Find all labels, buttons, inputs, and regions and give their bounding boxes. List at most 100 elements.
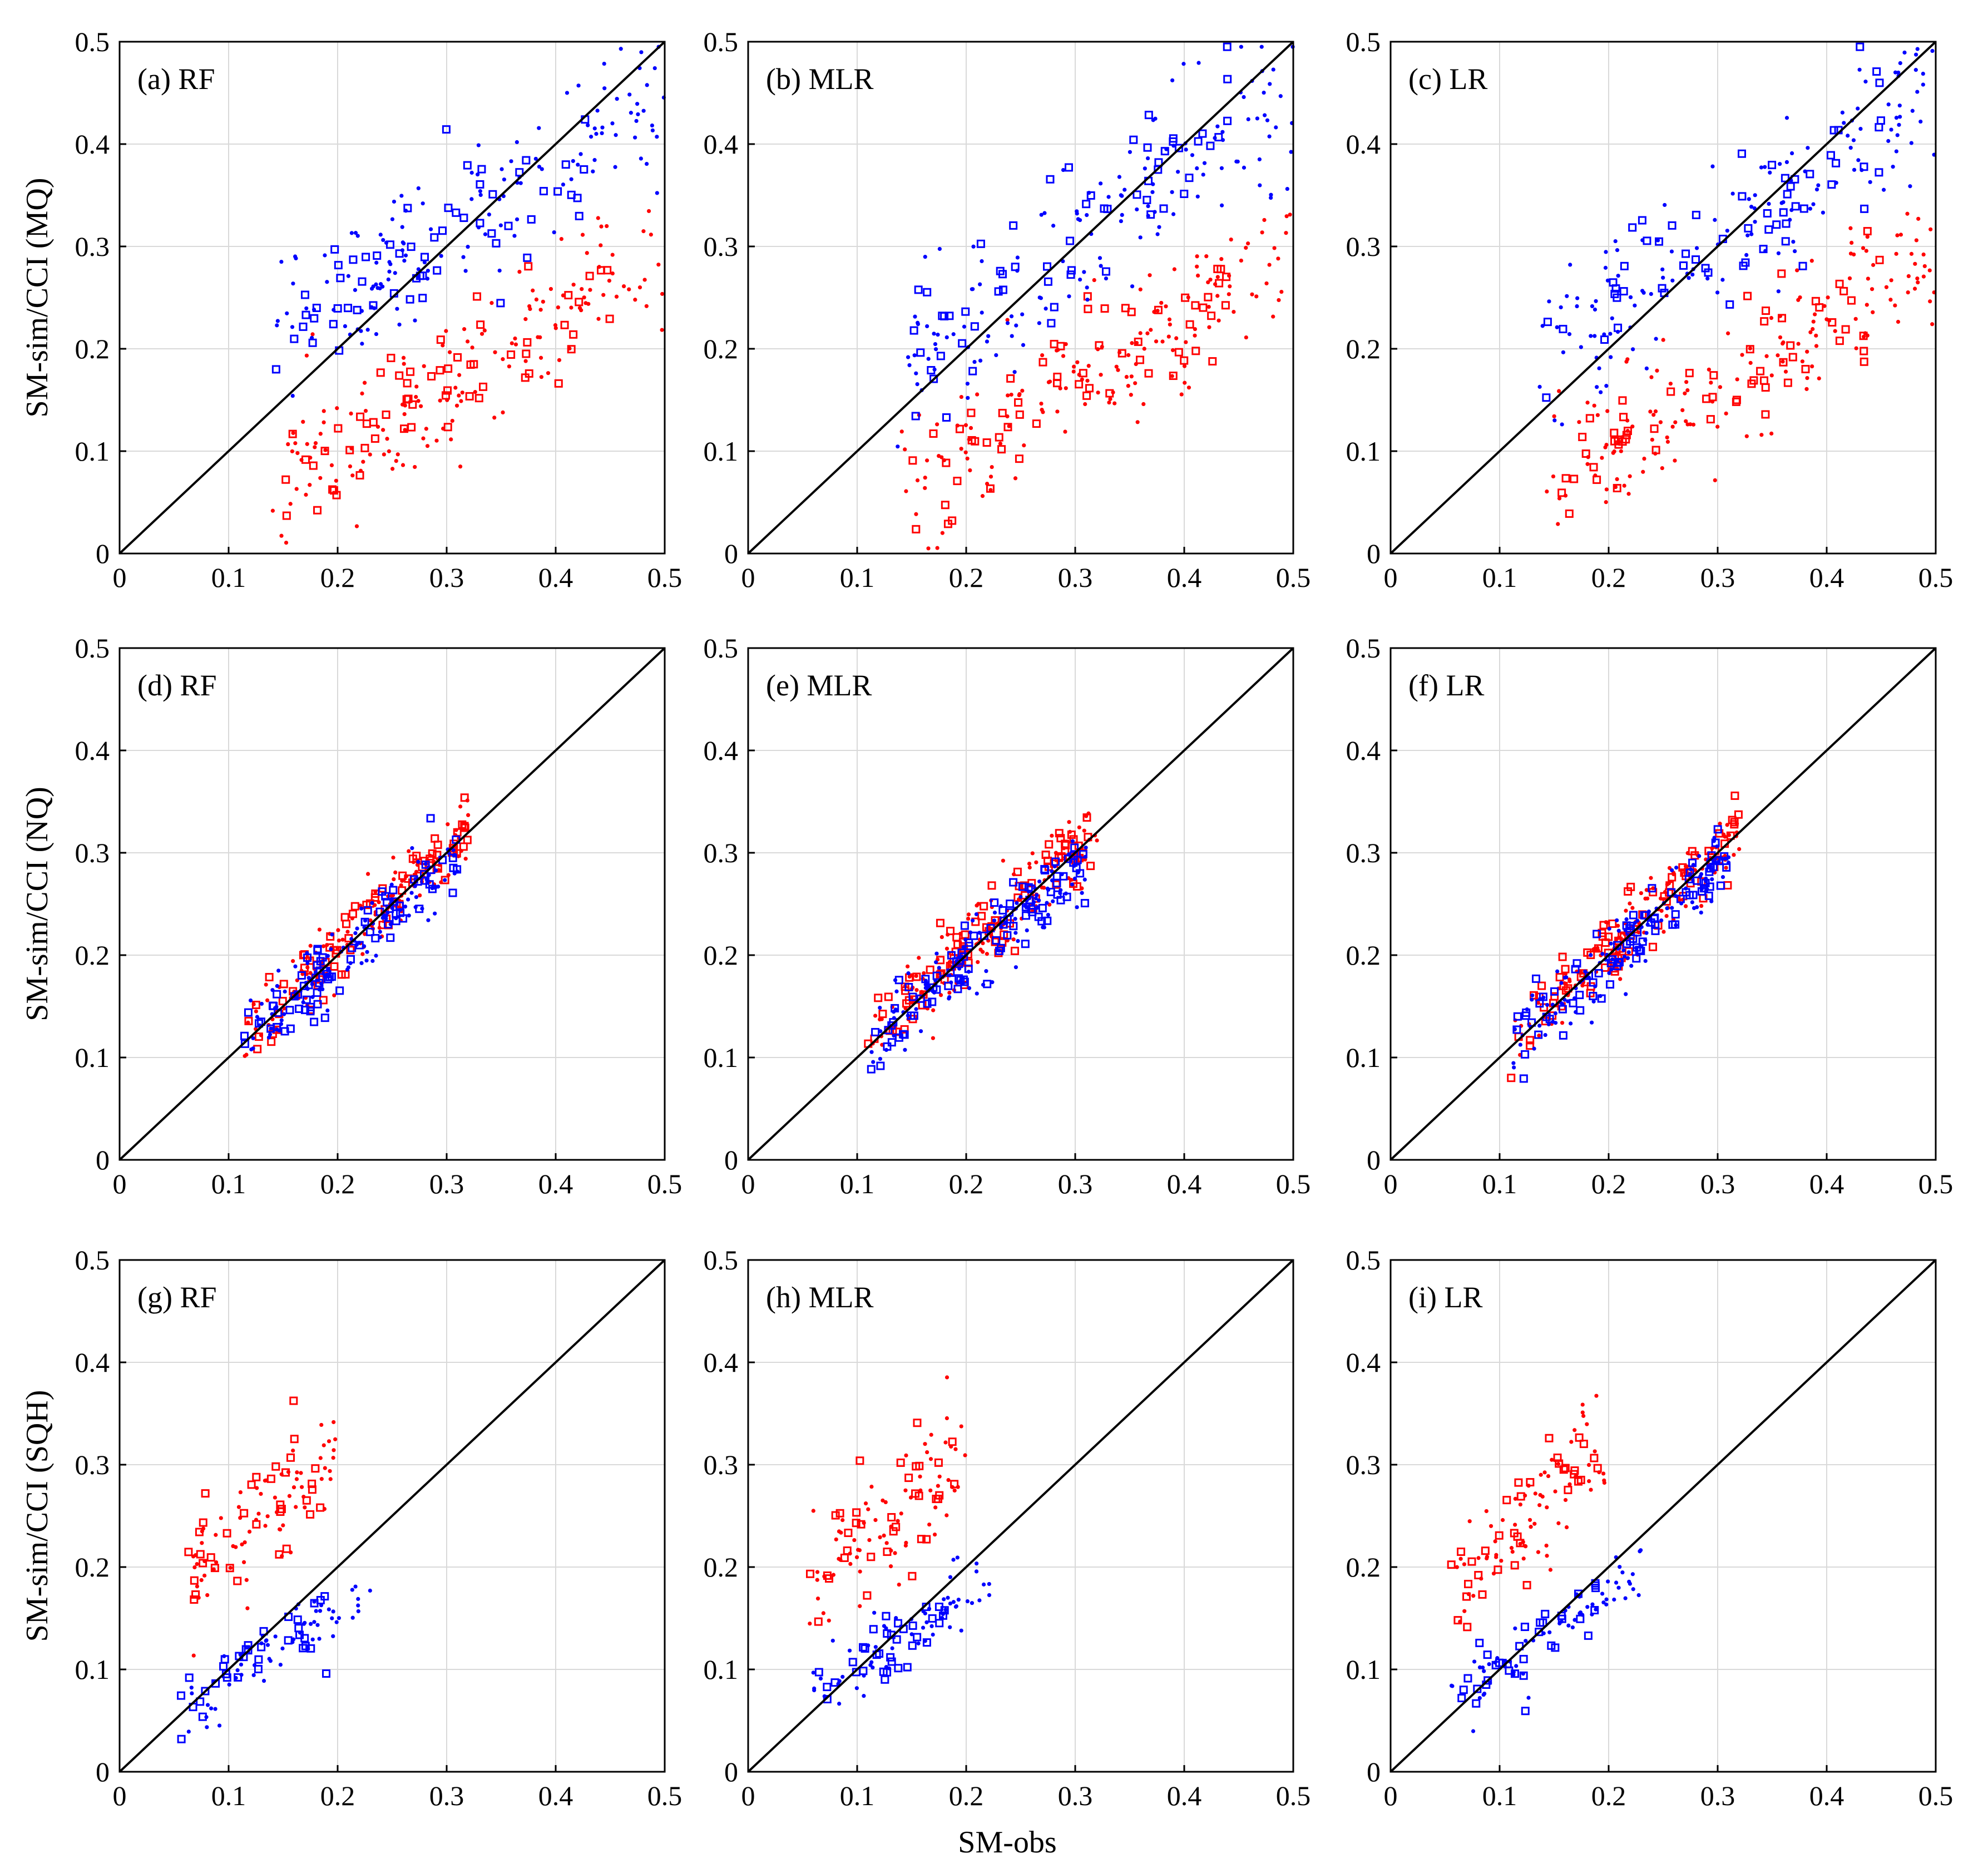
blue-square-point bbox=[1781, 237, 1790, 246]
blue-dot-point bbox=[1695, 905, 1699, 910]
blue-dot-point bbox=[413, 318, 417, 323]
red-dot-point bbox=[1618, 977, 1623, 981]
blue-dot-point bbox=[1537, 384, 1542, 389]
red-dot-point bbox=[1726, 331, 1730, 335]
blue-dot-point bbox=[353, 931, 358, 936]
red-dot-point bbox=[976, 960, 980, 965]
blue-square-point bbox=[426, 814, 435, 823]
blue-dot-point bbox=[1615, 918, 1619, 923]
blue-dot-point bbox=[386, 277, 390, 281]
red-dot-point bbox=[1650, 437, 1654, 442]
red-dot-point bbox=[387, 449, 392, 453]
red-dot-point bbox=[313, 441, 318, 446]
red-square-point bbox=[252, 1520, 261, 1529]
blue-square-point bbox=[1040, 864, 1049, 873]
red-dot-point bbox=[501, 410, 505, 415]
blue-dot-point bbox=[1547, 299, 1551, 304]
red-dot-point bbox=[501, 357, 505, 362]
red-dot-point bbox=[839, 1530, 843, 1535]
red-square-point bbox=[233, 1577, 242, 1585]
blue-dot-point bbox=[1710, 877, 1714, 882]
blue-square-point bbox=[1725, 300, 1734, 309]
red-dot-point bbox=[923, 476, 927, 480]
red-dot-point bbox=[365, 872, 370, 876]
x-tick-label: 0.1 bbox=[1482, 562, 1517, 593]
red-dot-point bbox=[414, 384, 419, 389]
red-dot-point bbox=[1027, 861, 1032, 866]
red-square-point bbox=[1215, 279, 1224, 288]
blue-square-point bbox=[1655, 237, 1664, 246]
red-dot-point bbox=[340, 937, 345, 942]
red-square-point bbox=[1038, 358, 1047, 367]
red-dot-point bbox=[946, 1477, 951, 1482]
red-dot-point bbox=[493, 350, 497, 354]
blue-dot-point bbox=[1616, 928, 1621, 933]
blue-dot-point bbox=[1814, 187, 1819, 192]
x-tick-label: 0.5 bbox=[1276, 1780, 1311, 1811]
red-square-point bbox=[1199, 303, 1208, 312]
red-dot-point bbox=[927, 1522, 932, 1527]
blue-dot-point bbox=[268, 1032, 273, 1037]
blue-square-point bbox=[1160, 147, 1169, 156]
red-dot-point bbox=[1567, 979, 1572, 984]
red-square-point bbox=[950, 1480, 959, 1489]
red-dot-point bbox=[1833, 329, 1837, 333]
red-square-point bbox=[1786, 341, 1795, 350]
y-tick-label: 0.2 bbox=[704, 1551, 739, 1583]
blue-square-point bbox=[219, 1662, 228, 1671]
red-dot-point bbox=[1072, 364, 1076, 369]
blue-dot-point bbox=[1631, 1587, 1635, 1592]
red-square-point bbox=[1761, 383, 1770, 392]
blue-dot-point bbox=[359, 961, 364, 965]
axes-frame bbox=[1389, 647, 1937, 1161]
blue-square-point bbox=[940, 1606, 949, 1615]
blue-square-point bbox=[433, 266, 442, 275]
blue-square-point bbox=[1027, 884, 1036, 893]
x-tick-label: 0.3 bbox=[1700, 1168, 1735, 1199]
blue-dot-point bbox=[614, 133, 618, 137]
red-dot-point bbox=[278, 1527, 283, 1532]
blue-dot-point bbox=[1881, 187, 1886, 192]
red-dot-point bbox=[360, 391, 364, 396]
red-dot-point bbox=[1805, 349, 1809, 354]
blue-dot-point bbox=[929, 1624, 934, 1628]
blue-square-point bbox=[313, 961, 322, 970]
blue-square-point bbox=[1651, 926, 1660, 935]
red-dot-point bbox=[931, 1008, 936, 1012]
blue-dot-point bbox=[1170, 78, 1175, 83]
blue-square-point bbox=[1009, 221, 1018, 230]
red-square-point bbox=[1841, 325, 1850, 334]
x-tick-label: 0 bbox=[1384, 1168, 1398, 1199]
red-square-point bbox=[863, 1591, 872, 1600]
red-dot-point bbox=[1499, 1559, 1504, 1563]
red-dot-point bbox=[400, 463, 405, 467]
red-dot-point bbox=[536, 335, 540, 339]
blue-square-point bbox=[892, 1635, 901, 1644]
panel-a: 0 0.1 0.2 0.3 0.4 0.500.10.20.30.40.5(a) RFSM… bbox=[20, 26, 682, 593]
blue-dot-point bbox=[1893, 70, 1898, 75]
red-square-point bbox=[1555, 973, 1564, 982]
blue-square-point bbox=[1613, 293, 1621, 302]
panel-c: 0 0.1 0.2 0.3 0.4 0.500.10.20.30.40.5(c) LR bbox=[1346, 26, 1954, 593]
blue-dot-point bbox=[1630, 1572, 1635, 1577]
red-square-point bbox=[1860, 357, 1868, 366]
red-square-point bbox=[444, 364, 453, 373]
red-dot-point bbox=[1135, 420, 1140, 424]
x-tick-label: 0.2 bbox=[320, 1780, 355, 1811]
red-square-point bbox=[926, 965, 934, 974]
y-tick-label: 0.2 bbox=[1346, 1551, 1381, 1583]
red-square-point bbox=[370, 434, 379, 443]
red-square-point bbox=[991, 937, 1000, 946]
blue-square-point bbox=[1174, 144, 1183, 152]
red-dot-point bbox=[1560, 1021, 1565, 1025]
blue-square-point bbox=[1832, 159, 1841, 167]
red-dot-point bbox=[1684, 904, 1688, 908]
red-square-point bbox=[1478, 1590, 1487, 1599]
blue-dot-point bbox=[1744, 253, 1749, 258]
red-square-point bbox=[334, 424, 343, 433]
red-dot-point bbox=[305, 442, 309, 446]
blue-square-point bbox=[956, 956, 965, 965]
red-dot-point bbox=[1195, 264, 1199, 269]
red-square-point bbox=[560, 320, 569, 329]
red-square-point bbox=[240, 1509, 249, 1518]
